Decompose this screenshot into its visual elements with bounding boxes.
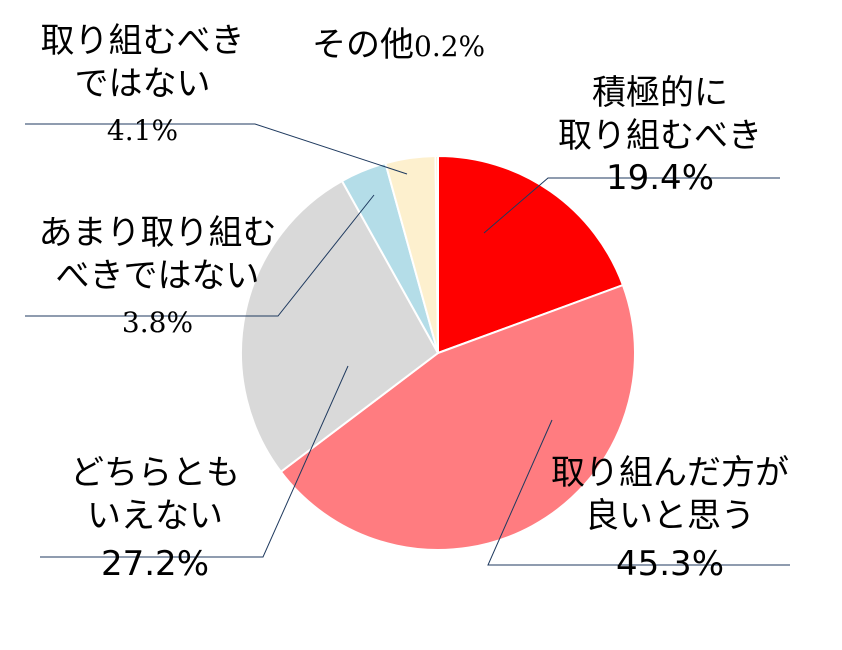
leader-line-1 xyxy=(487,419,790,566)
label-slice-0-line-2: 取り組むべき xyxy=(558,115,762,156)
label-slice-3-line-1: あまり取り組む xyxy=(38,213,277,253)
pie-slice-0 xyxy=(437,154,625,355)
label-slice-1-line-2: 良いと思う xyxy=(585,495,755,536)
pie-slice-2 xyxy=(239,179,440,474)
label-slice-0: 積極的に 取り組むべき 19.4% xyxy=(555,72,765,200)
value-slice-2: 27.2% xyxy=(100,544,209,584)
label-slice-1: 取り組んだ方が 良いと思う 45.3% xyxy=(545,452,795,586)
value-slice-3: 3.8% xyxy=(121,306,194,339)
label-slice-5-line-1: その他 xyxy=(312,25,414,65)
label-slice-4: 取り組むべき ではない 4.1% xyxy=(25,20,260,148)
label-slice-2: どちらとも いえない 27.2% xyxy=(50,452,260,586)
value-slice-5: 0.2% xyxy=(414,30,486,63)
label-slice-3: あまり取り組む べきではない 3.8% xyxy=(20,212,295,340)
leader-line-2 xyxy=(40,365,349,558)
label-slice-0-line-1: 積極的に xyxy=(592,73,728,113)
value-slice-4: 4.1% xyxy=(106,114,179,147)
label-slice-4-line-2: ではない xyxy=(74,63,211,104)
value-slice-1: 45.3% xyxy=(615,544,724,584)
pie-slice-5 xyxy=(434,154,439,354)
label-slice-3-line-2: べきではない xyxy=(55,255,260,296)
value-slice-0: 19.4% xyxy=(605,158,714,198)
pie-slice-1 xyxy=(279,283,637,551)
label-slice-2-line-1: どちらとも xyxy=(70,453,240,493)
leader-line-0 xyxy=(483,177,780,234)
label-slice-5: その他0.2% xyxy=(312,24,485,67)
leader-line-4 xyxy=(25,123,408,175)
leader-line-3 xyxy=(25,194,375,317)
label-slice-2-line-2: いえない xyxy=(87,495,223,536)
label-slice-1-line-1: 取り組んだ方が xyxy=(551,453,789,493)
label-slice-4-line-1: 取り組むべき xyxy=(40,21,245,61)
